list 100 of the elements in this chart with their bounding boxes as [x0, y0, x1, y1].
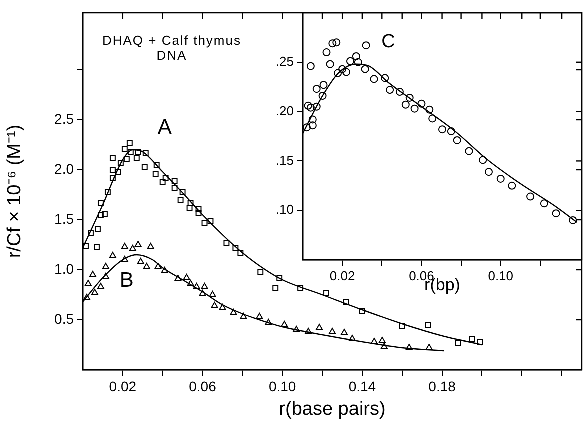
point: [110, 167, 116, 173]
point: [308, 116, 317, 124]
point: [340, 329, 348, 336]
point: [312, 85, 321, 94]
point: [304, 102, 312, 110]
point: [352, 52, 360, 60]
point: [84, 280, 92, 286]
point: [219, 304, 226, 310]
point: [399, 323, 406, 329]
point: [102, 211, 108, 217]
point: [306, 62, 315, 70]
point: [306, 104, 315, 112]
point: [332, 38, 341, 47]
y-tick-label: 1.5: [54, 210, 74, 227]
point: [230, 309, 238, 316]
point: [134, 155, 140, 161]
point: [426, 106, 434, 114]
point: [121, 243, 128, 250]
point: [172, 178, 178, 184]
point: [128, 149, 134, 155]
series-label: B: [120, 268, 134, 292]
point: [318, 92, 327, 100]
point: [199, 290, 206, 296]
point: [410, 104, 419, 113]
point: [188, 200, 194, 206]
x-tick-label: 0.18: [428, 378, 456, 394]
point: [109, 252, 116, 258]
point: [272, 285, 279, 291]
point: [508, 182, 516, 190]
point: [193, 283, 200, 290]
y-axis-title: r/Cf × 10⁻⁶ (M⁻¹): [4, 124, 26, 258]
point: [370, 338, 378, 344]
point: [110, 155, 116, 161]
point: [465, 147, 474, 156]
point: [569, 216, 578, 224]
point: [154, 263, 162, 270]
point: [378, 337, 386, 344]
point: [202, 220, 208, 226]
point: [152, 171, 159, 177]
point: [418, 100, 426, 108]
point: [540, 200, 548, 208]
point: [224, 240, 230, 246]
point: [265, 319, 272, 326]
point: [334, 69, 342, 78]
point: [232, 245, 239, 251]
y-tick-label: .15: [276, 152, 294, 168]
point: [453, 136, 462, 144]
point: [160, 179, 166, 185]
point: [256, 313, 264, 320]
point: [303, 124, 311, 132]
point: [305, 328, 312, 334]
point: [98, 200, 104, 206]
point: [326, 60, 334, 68]
y-tick-label: 2.0: [54, 160, 74, 177]
point: [496, 174, 505, 183]
point: [552, 210, 560, 218]
x-tick-label: 0.02: [330, 268, 356, 284]
point: [98, 212, 104, 218]
point: [143, 263, 150, 270]
point: [276, 275, 283, 281]
point: [328, 328, 336, 334]
point: [196, 210, 202, 216]
point: [137, 258, 144, 264]
point: [438, 126, 446, 134]
point: [338, 65, 347, 74]
point: [147, 243, 154, 250]
point: [426, 344, 433, 350]
point: [121, 256, 128, 262]
y-tick-label: 0.5: [54, 310, 74, 327]
x-axis-title: r(base pairs): [279, 398, 386, 420]
point: [183, 274, 190, 280]
point: [328, 40, 337, 48]
point: [238, 250, 244, 256]
point: [187, 280, 194, 286]
point: [455, 340, 462, 346]
point: [477, 339, 484, 345]
point: [361, 65, 370, 74]
y-tick-label: .20: [276, 103, 294, 118]
point: [258, 269, 264, 275]
point: [380, 343, 388, 350]
point: [94, 244, 100, 250]
point: [447, 128, 456, 136]
point: [406, 344, 413, 350]
point: [83, 243, 89, 249]
point: [346, 57, 354, 66]
point: [485, 168, 493, 176]
point: [343, 299, 350, 305]
x-tick-label: 0.10: [488, 268, 514, 284]
point: [201, 283, 208, 290]
point: [94, 226, 101, 232]
y-tick-label: .10: [276, 202, 294, 218]
point: [97, 283, 104, 290]
point: [298, 285, 304, 291]
point: [308, 122, 317, 130]
point: [320, 81, 328, 90]
point: [386, 86, 394, 94]
x-tick-label: 0.06: [189, 378, 217, 394]
point: [134, 241, 142, 248]
point: [402, 100, 410, 109]
point: [126, 140, 133, 146]
